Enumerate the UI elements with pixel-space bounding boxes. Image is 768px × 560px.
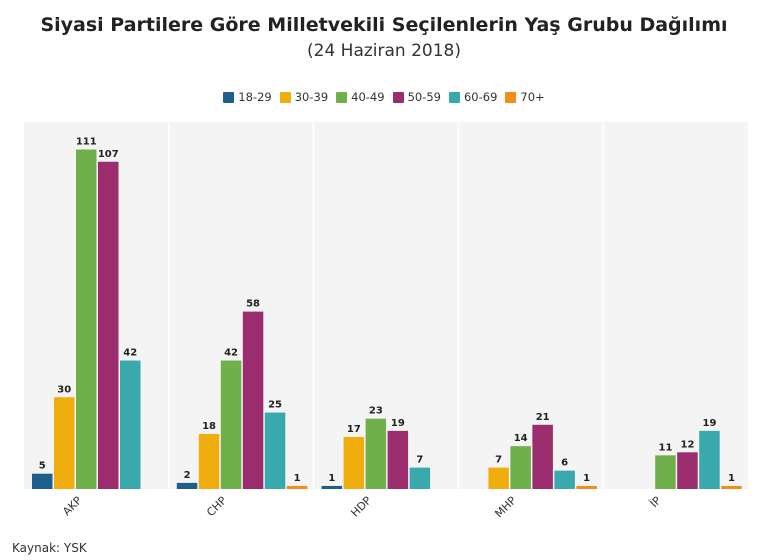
source-note: Kaynak: YSK: [12, 541, 87, 555]
legend-item-50-59[interactable]: 50-59: [392, 90, 441, 104]
data-label: 1: [583, 473, 590, 484]
data-label: 1: [328, 473, 335, 484]
bar: [387, 430, 409, 489]
data-label: 25: [268, 400, 282, 411]
legend-swatch: [392, 91, 404, 103]
chart-subtitle: (24 Haziran 2018): [307, 41, 461, 61]
bar: [321, 485, 343, 489]
bar: [532, 424, 553, 489]
legend-swatch: [448, 91, 460, 103]
data-label: 14: [514, 433, 528, 444]
legend-label: 70+: [520, 90, 545, 104]
x-tick-label: AKP: [60, 494, 85, 519]
bar: [409, 467, 431, 489]
bar: [120, 360, 141, 489]
data-label: 19: [702, 418, 716, 429]
legend-item-60-69[interactable]: 60-69: [448, 90, 498, 104]
data-label: 7: [416, 455, 423, 466]
bar: [554, 470, 575, 489]
data-label: 23: [369, 406, 383, 417]
bar: [98, 161, 119, 489]
legend-item-30-39[interactable]: 30-39: [279, 90, 329, 104]
data-label: 58: [246, 299, 260, 310]
data-label: 1: [294, 473, 301, 484]
data-label: 2: [184, 470, 191, 481]
legend-item-40-49[interactable]: 40-49: [336, 90, 385, 104]
legend-swatch: [336, 91, 348, 103]
legend-item-70-plus[interactable]: 70+: [505, 90, 545, 104]
data-label: 11: [658, 442, 672, 453]
data-label: 42: [123, 348, 137, 359]
bar: [365, 418, 387, 489]
bar: [32, 473, 53, 489]
data-label: 5: [39, 461, 46, 472]
legend-label: 18-29: [238, 90, 272, 104]
bar: [198, 433, 220, 489]
data-label: 111: [76, 137, 97, 148]
x-tick-label: İP: [648, 494, 664, 510]
bar: [510, 446, 531, 489]
legend-item-18-29[interactable]: 18-29: [223, 90, 272, 104]
bar: [76, 149, 97, 489]
bar: [677, 452, 698, 489]
data-label: 1: [728, 473, 735, 484]
data-label: 12: [680, 439, 694, 450]
bar-chart: 53011110742AKP2184258251CHP11723197HDP71…: [24, 122, 748, 521]
bar: [264, 412, 286, 489]
data-label: 30: [57, 384, 71, 395]
x-tick-label: HDP: [348, 494, 374, 520]
legend-swatch: [279, 91, 291, 103]
data-label: 107: [98, 149, 119, 160]
bar: [286, 485, 308, 489]
bar: [576, 485, 597, 489]
data-label: 18: [202, 421, 216, 432]
data-label: 42: [224, 348, 238, 359]
legend: 18-29 30-39 40-49 50-59 60-69 70+: [0, 90, 768, 104]
bar: [176, 482, 198, 489]
legend-swatch: [505, 91, 517, 103]
legend-label: 50-59: [407, 90, 441, 104]
bar: [220, 360, 242, 489]
data-label: 6: [561, 458, 568, 469]
bar: [655, 455, 676, 489]
x-tick-label: CHP: [204, 494, 229, 519]
legend-label: 40-49: [351, 90, 385, 104]
chart-title: Siyasi Partilere Göre Milletvekili Seçil…: [40, 14, 728, 36]
x-tick-label: MHP: [492, 494, 519, 521]
legend-swatch: [223, 91, 235, 103]
data-label: 21: [536, 412, 550, 423]
bar: [54, 397, 75, 489]
bar: [343, 437, 365, 489]
bar: [242, 311, 264, 489]
legend-label: 30-39: [294, 90, 329, 104]
bar: [488, 467, 509, 489]
data-label: 7: [495, 455, 502, 466]
data-label: 17: [347, 424, 361, 435]
data-label: 19: [391, 418, 405, 429]
bar: [721, 485, 742, 489]
legend-label: 60-69: [463, 90, 498, 104]
bar: [699, 430, 720, 489]
